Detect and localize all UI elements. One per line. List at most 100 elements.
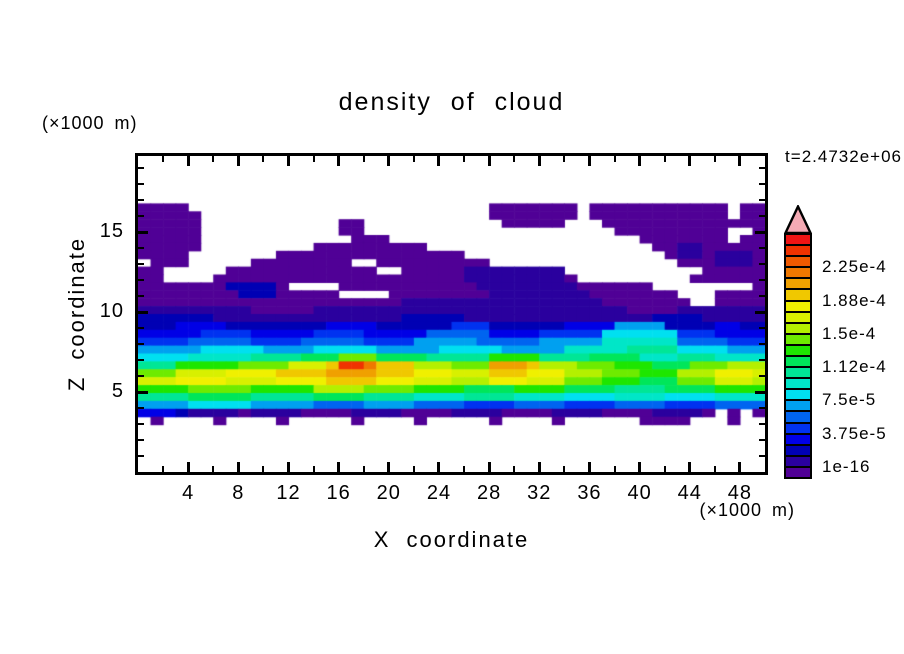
x-axis-tick <box>613 466 616 472</box>
colorbar-level-label: 1.5e-4 <box>822 323 877 343</box>
x-axis-tick <box>236 462 240 472</box>
z-axis-tick <box>759 327 765 329</box>
x-axis-tick <box>262 466 265 472</box>
z-axis-tick <box>759 423 765 425</box>
z-axis-tick <box>138 375 144 377</box>
z-axis-tick <box>138 279 144 281</box>
x-axis-tick <box>563 466 566 472</box>
x-axis-tick <box>312 156 315 162</box>
heatmap-canvas <box>138 156 765 472</box>
z-axis-tick <box>138 230 148 234</box>
z-axis-tick <box>755 390 765 394</box>
colorbar-level-label: 2.25e-4 <box>822 257 887 277</box>
x-axis-tick <box>362 466 365 472</box>
colorbar-segment <box>786 434 810 444</box>
z-axis-tick <box>759 455 765 457</box>
z-axis-tick <box>138 390 148 394</box>
x-axis-tick <box>236 156 240 166</box>
x-axis-tick <box>663 466 666 472</box>
colorbar-level-label: 1.88e-4 <box>822 290 887 310</box>
colorbar-segment <box>786 357 810 367</box>
x-axis-tick <box>412 466 415 472</box>
x-tick-label: 28 <box>476 482 502 504</box>
x-axis-tick <box>337 462 341 472</box>
colorbar-segment <box>786 301 810 311</box>
x-tick-label: 24 <box>426 482 452 504</box>
x-tick-label: 12 <box>276 482 301 504</box>
x-tick-label: 20 <box>376 482 401 504</box>
x-tick-label: 44 <box>677 482 702 504</box>
z-axis-tick <box>138 263 144 265</box>
z-axis-tick <box>138 455 144 457</box>
colorbar-segment <box>786 235 810 245</box>
x-axis-tick <box>713 156 716 162</box>
colorbar-segment <box>786 401 810 411</box>
x-axis-tick <box>537 156 541 166</box>
colorbar-segment <box>786 368 810 378</box>
colorbar-segment <box>786 423 810 433</box>
plot-title: density of cloud <box>338 88 565 116</box>
z-axis-tick <box>138 215 144 217</box>
z-axis-tick <box>759 215 765 217</box>
x-axis-tick <box>387 462 391 472</box>
x-axis-tick <box>286 156 290 166</box>
z-tick-label: 10 <box>99 300 124 322</box>
z-axis-tick <box>759 263 765 265</box>
time-annotation: t=2.4732e+06 <box>785 147 902 166</box>
colorbar-segment <box>786 345 810 355</box>
z-axis-tick <box>759 343 765 345</box>
x-tick-label: 16 <box>326 482 351 504</box>
x-tick-label: 40 <box>627 482 652 504</box>
x-axis-tick <box>212 156 215 162</box>
x-axis-tick <box>638 156 642 166</box>
z-axis-tick <box>138 167 144 169</box>
z-axis-tick <box>138 183 144 185</box>
x-axis-tick <box>688 462 692 472</box>
x-axis-tick <box>688 156 692 166</box>
x-axis-tick <box>713 466 716 472</box>
z-axis-tick <box>759 279 765 281</box>
x-tick-label: 32 <box>527 482 552 504</box>
x-axis-tick <box>487 156 491 166</box>
y-axis-unit-label: (×1000 m) <box>42 113 138 133</box>
z-axis-tick <box>138 327 144 329</box>
x-axis-tick <box>487 462 491 472</box>
x-axis-tick <box>513 466 516 472</box>
x-axis-tick <box>587 462 591 472</box>
plot-frame <box>135 153 768 475</box>
colorbar-segment <box>786 268 810 278</box>
colorbar-level-label: 1.12e-4 <box>822 357 887 377</box>
z-axis-tick <box>759 183 765 185</box>
z-axis-tick <box>759 439 765 441</box>
x-axis-tick <box>362 156 365 162</box>
colorbar-segment <box>786 246 810 256</box>
colorbar-segment <box>786 390 810 400</box>
colorbar-level-label: 1e-16 <box>822 456 871 476</box>
x-axis-tick <box>262 156 265 162</box>
x-axis-tick <box>513 156 516 162</box>
colorbar-segment <box>786 379 810 389</box>
x-tick-label: 4 <box>182 482 195 504</box>
z-axis-tick <box>759 167 765 169</box>
z-axis-tick <box>759 359 765 361</box>
colorbar-segment <box>786 412 810 422</box>
x-axis-tick <box>663 156 666 162</box>
z-axis-tick <box>755 310 765 314</box>
z-axis-tick <box>138 359 144 361</box>
colorbar-segment <box>786 334 810 344</box>
x-axis-tick <box>312 466 315 472</box>
x-axis-tick <box>738 156 742 166</box>
colorbar-segment <box>786 445 810 455</box>
x-axis-title: X coordinate <box>373 527 530 552</box>
x-axis-tick <box>286 462 290 472</box>
z-axis-tick <box>759 375 765 377</box>
x-axis-tick <box>587 156 591 166</box>
x-axis-unit-label: (×1000 m) <box>699 500 795 520</box>
x-axis-tick <box>463 466 466 472</box>
colorbar-segment <box>786 312 810 322</box>
x-axis-tick <box>162 156 165 162</box>
x-axis-tick <box>186 156 190 166</box>
x-axis-tick <box>738 462 742 472</box>
z-tick-label: 5 <box>111 380 124 402</box>
